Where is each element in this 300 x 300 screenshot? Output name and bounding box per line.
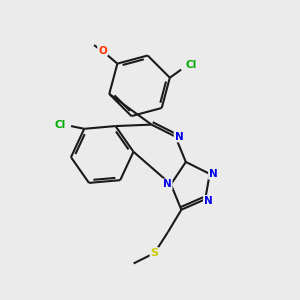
Text: N: N — [209, 169, 218, 179]
Text: S: S — [151, 248, 158, 258]
Text: Cl: Cl — [55, 120, 66, 130]
Text: Cl: Cl — [185, 60, 196, 70]
Text: N: N — [175, 132, 183, 142]
Text: O: O — [98, 46, 107, 56]
Text: N: N — [163, 179, 172, 189]
Text: N: N — [204, 196, 213, 206]
